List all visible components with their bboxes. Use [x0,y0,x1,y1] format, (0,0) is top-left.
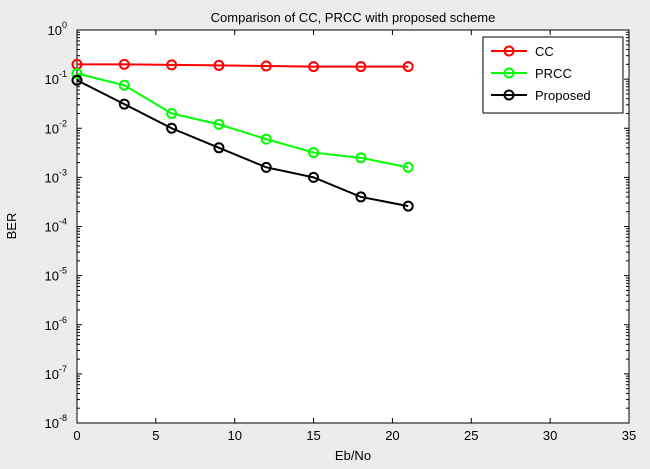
axes-ticks: 0 5 10 15 20 25 30 35 10-8 10-7 10-6 10-5 10-4 10-3 10… [45,20,637,443]
data-point-proposed [355,191,367,203]
data-point-cc [402,61,414,73]
x-tick-label: 5 [152,428,159,443]
y-tick-label: 100 [48,20,67,38]
legend-swatch-marker [503,45,515,57]
legend-swatch-marker [503,67,515,79]
x-tick-label: 25 [464,428,478,443]
y-tick-label: 10-2 [45,118,67,136]
data-point-proposed [118,98,130,110]
x-tick-label: 30 [543,428,557,443]
legend-swatch-marker [503,89,515,101]
data-point-proposed [260,161,272,173]
legend-label: PRCC [535,66,572,81]
y-tick-label: 10-4 [45,217,67,235]
data-point-proposed [213,142,225,154]
series-group [71,58,414,212]
legend: CC PRCC Proposed [482,36,624,114]
data-point-cc [308,61,320,73]
data-point-cc [118,58,130,70]
data-point-cc [166,59,178,71]
data-point-prcc [213,118,225,130]
y-tick-label: 10-6 [45,315,67,333]
series-line-proposed [76,79,409,208]
data-point-cc [355,61,367,73]
data-point-prcc [71,68,83,80]
y-tick-label: 10-8 [45,413,67,431]
legend-box [482,36,624,114]
y-tick-label: 10-3 [45,167,67,185]
x-axis-label: Eb/No [335,448,371,463]
y-axis-label: BER [4,213,19,240]
data-point-prcc [308,147,320,159]
data-point-prcc [166,107,178,119]
x-tick-label: 20 [385,428,399,443]
legend-label: CC [535,44,554,59]
data-point-prcc [260,133,272,145]
data-point-proposed [308,171,320,183]
series-line-prcc [76,72,409,169]
chart-title: Comparison of CC, PRCC with proposed sch… [211,10,496,25]
data-point-prcc [402,161,414,173]
x-tick-label: 10 [227,428,241,443]
data-point-prcc [118,79,130,91]
legend-label: Proposed [535,88,591,103]
x-tick-label: 35 [622,428,636,443]
data-point-proposed [166,122,178,134]
y-tick-label: 10-1 [45,69,67,87]
x-tick-label: 15 [306,428,320,443]
x-tick-label: 0 [73,428,80,443]
data-point-cc [213,59,225,71]
data-point-cc [260,60,272,72]
y-tick-label: 10-5 [45,266,67,284]
series-line-cc [77,63,409,68]
y-tick-label: 10-7 [45,364,67,382]
data-point-proposed [402,200,414,212]
data-point-proposed [71,74,83,86]
data-point-prcc [355,152,367,164]
